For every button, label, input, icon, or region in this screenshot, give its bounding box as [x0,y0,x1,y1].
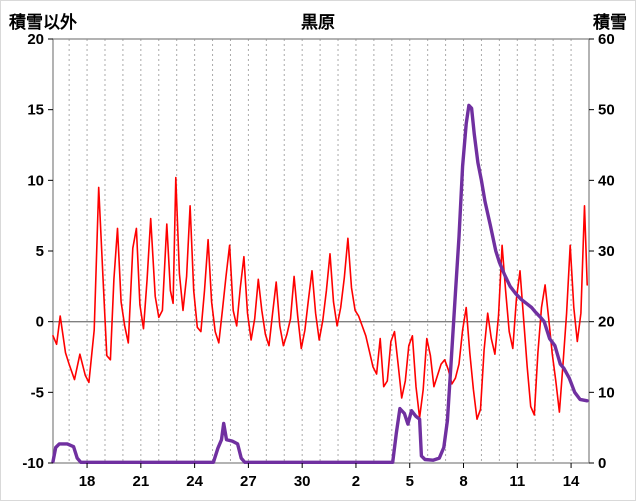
x-axis-tick-label: 8 [459,473,467,490]
left-axis-tick-label: 20 [27,31,44,48]
right-axis-tick-label: 0 [598,455,606,472]
x-axis-tick-label: 2 [352,473,360,490]
right-axis-tick-label: 20 [598,314,615,331]
x-axis-tick-label: 21 [132,473,149,490]
left-axis-title: 積雪以外 [9,13,77,32]
right-axis-tick-label: 60 [598,31,615,48]
left-axis-tick-label: 15 [27,102,44,119]
right-axis-title: 積雪 [593,13,627,32]
non-snow-series-line [52,176,588,420]
right-axis-tick-label: 10 [598,384,615,401]
x-axis-tick-label: 27 [240,473,257,490]
left-axis-tick-label: -5 [31,384,44,401]
right-axis-tick-label: 50 [598,102,615,119]
x-axis-tick-label: 5 [406,473,414,490]
x-axis-tick-label: 14 [563,473,580,490]
snow-series-line [51,103,589,464]
left-axis-tick-label: 10 [27,172,44,189]
left-axis-tick-label: 5 [36,243,44,260]
right-axis-tick-label: 30 [598,243,615,260]
right-axis-tick-label: 40 [598,172,615,189]
chart-title: 黒原 [301,13,335,32]
x-axis-tick-label: 24 [186,473,203,490]
left-axis-tick-label: -10 [22,455,44,472]
left-axis-tick-label: 0 [36,314,44,331]
x-axis-tick-label: 18 [79,473,96,490]
x-axis-tick-label: 30 [294,473,311,490]
x-axis-tick-label: 11 [509,473,525,490]
